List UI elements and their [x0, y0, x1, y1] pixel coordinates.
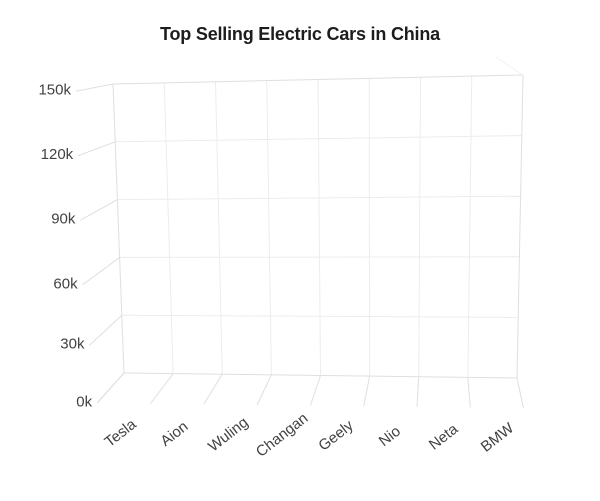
grid-line-horizontal [112, 74, 524, 85]
y-axis-label: 30k [60, 336, 85, 353]
grid-line-vertical [516, 74, 524, 379]
floor-depth-line [516, 377, 524, 409]
x-axis-label: BMW [478, 419, 518, 455]
y-axis-label: 0k [76, 394, 92, 411]
x-axis-label: Wuling [205, 414, 251, 455]
x-axis-label: Aion [157, 418, 191, 450]
floor-depth-line [309, 375, 321, 406]
grid-line-horizontal [121, 314, 519, 318]
grid-line-vertical [418, 77, 421, 377]
x-axis-label: Geely [315, 417, 357, 455]
grid-line-vertical [163, 82, 174, 374]
x-axis-label: Nio [376, 423, 404, 450]
right-wall-top-edge [495, 56, 524, 76]
grid-line-vertical [467, 76, 473, 378]
floor-depth-line [416, 376, 420, 407]
grid-lines [115, 76, 522, 378]
x-axis-label: Changan [253, 410, 311, 461]
grid-line-vertical [266, 80, 272, 375]
y-axis-tick [82, 256, 120, 286]
y-axis-tick [89, 314, 123, 346]
y-axis-labels: 150k 120k 90k 60k 30k 0k [38, 82, 92, 411]
floor-depth-line [363, 376, 371, 407]
floor-depth-line [150, 373, 174, 404]
floor-depth-lines [96, 372, 524, 409]
y-axis-tick [80, 199, 118, 221]
y-axis-label: 90k [51, 211, 76, 228]
y-axis-tick [78, 141, 116, 157]
x-axis-labels: Tesla Aion Wuling Changan Geely Nio Neta BMW [101, 410, 517, 461]
floor-depth-line [256, 374, 272, 406]
x-axis-label: Tesla [101, 415, 140, 450]
floor-depth-line [203, 373, 223, 405]
grid-line-horizontal [119, 256, 520, 258]
grid-line-horizontal [117, 195, 521, 201]
x-axis-label: Neta [426, 420, 462, 453]
grid-line-vertical [215, 81, 223, 375]
axis-frame-lines [112, 74, 524, 379]
chart-title: Top Selling Electric Cars in China [160, 24, 440, 44]
grid-line-vertical [317, 79, 321, 376]
y-axis-label: 120k [41, 146, 74, 163]
wall-depth-edge [495, 56, 524, 76]
floor-depth-line [467, 377, 471, 408]
axis-tick-lines [75, 83, 125, 404]
floor-depth-line [96, 372, 125, 404]
grid-line-vertical [112, 83, 125, 374]
y-axis-label: 150k [38, 82, 71, 99]
y-axis-label: 60k [53, 275, 78, 292]
y-axis-tick [75, 83, 114, 92]
grid-line-horizontal [115, 135, 522, 143]
